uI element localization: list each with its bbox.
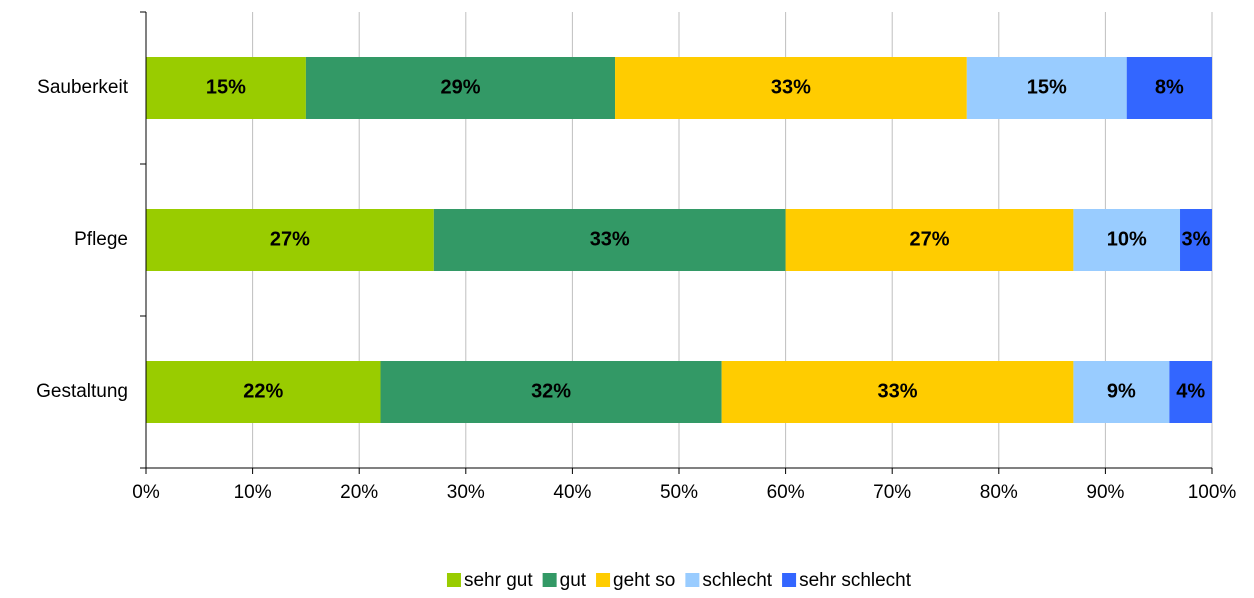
value-label: 27%: [270, 228, 310, 250]
bar-segment: [966, 57, 1127, 119]
x-tick-label: 60%: [767, 482, 805, 503]
legend-label: gut: [560, 570, 587, 591]
value-label: 22%: [243, 380, 283, 402]
legend-label: sehr gut: [464, 570, 533, 591]
legend-label: geht so: [613, 570, 675, 591]
value-label: 32%: [531, 380, 571, 402]
bar-segment: [1073, 209, 1181, 271]
value-label: 15%: [206, 76, 246, 98]
bar-segment: [1180, 209, 1212, 271]
x-tick-label: 30%: [447, 482, 485, 503]
value-label: 3%: [1182, 228, 1211, 250]
bar-segment: [146, 57, 306, 119]
x-tick-label: 90%: [1086, 482, 1124, 503]
bar-segment: [146, 361, 381, 423]
bar-segment: [721, 361, 1074, 423]
value-label: 15%: [1027, 76, 1067, 98]
x-tick-label: 80%: [980, 482, 1018, 503]
bar-segment: [1126, 57, 1212, 119]
legend-label: schlecht: [702, 570, 772, 591]
value-label: 27%: [909, 228, 949, 250]
value-label: 33%: [590, 228, 630, 250]
legend: sehr gut gut geht so schlecht sehr schlecht: [446, 570, 912, 591]
x-tick-label: 0%: [132, 482, 160, 503]
legend-swatch: [596, 573, 611, 587]
legend-swatch: [782, 573, 797, 587]
value-label: 33%: [878, 380, 918, 402]
bar-segment: [433, 209, 786, 271]
bar-segment: [1073, 361, 1170, 423]
y-tick-label: Pflege: [74, 229, 128, 250]
legend-swatch: [542, 573, 557, 587]
x-tick-label: 40%: [553, 482, 591, 503]
value-label: 9%: [1107, 380, 1136, 402]
bar-segment: [380, 361, 722, 423]
value-label: 33%: [771, 76, 811, 98]
y-tick-label: Gestaltung: [36, 381, 128, 402]
value-label: 8%: [1155, 76, 1184, 98]
x-tick-label: 70%: [873, 482, 911, 503]
x-tick-label: 10%: [234, 482, 272, 503]
legend-label: sehr schlecht: [799, 570, 912, 591]
bar-segment: [305, 57, 616, 119]
value-label: 4%: [1176, 380, 1205, 402]
bar-segment: [785, 209, 1074, 271]
legend-swatch: [685, 573, 700, 587]
value-label: 29%: [440, 76, 480, 98]
legend-swatch: [446, 573, 461, 587]
bar-segment: [1169, 361, 1212, 423]
bar-segment: [146, 209, 434, 271]
x-tick-label: 100%: [1188, 482, 1237, 503]
bar-segment: [615, 57, 967, 119]
x-tick-label: 20%: [340, 482, 378, 503]
value-label: 10%: [1107, 228, 1147, 250]
y-tick-label: Sauberkeit: [37, 77, 129, 98]
x-tick-label: 50%: [660, 482, 698, 503]
